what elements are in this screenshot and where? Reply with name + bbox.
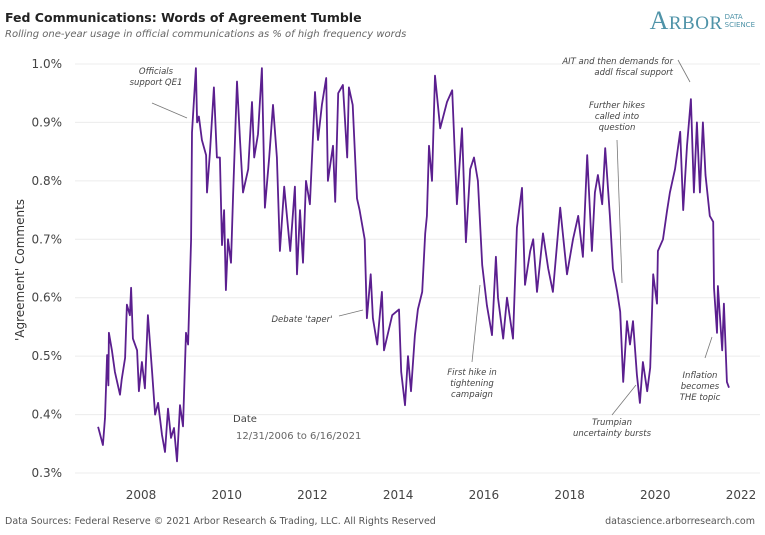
annotation-taper: Debate 'taper' [271,315,333,325]
annotation-trumpian: Trumpian uncertainty bursts [573,418,651,439]
y-axis-label: 'Agreement' Comments [13,198,27,342]
annotation-qe1: Officials support QE1 [129,67,183,88]
y-tick-label: 0.5% [32,349,63,363]
logo-sub: DATA SCIENCE [724,13,755,29]
y-tick-label: 0.3% [32,466,63,480]
data-source: Data Sources: Federal Reserve © 2021 Arb… [5,516,436,527]
legend-title: Date [233,414,257,425]
annotation-first-hike: First hike in tightening campaign [447,368,497,400]
annotation-further-hikes: Further hikes called into question [589,101,645,133]
annotation-leader-line [338,309,364,317]
chart-title: Fed Communications: Words of Agreement T… [5,10,362,25]
annotation-leader-line [151,102,188,119]
annotation-leader-line [704,336,713,359]
annotation-leader-line [611,384,637,416]
annotation-inflation: Inflation becomes THE topic [679,371,721,403]
arbor-logo: ARBOR DATA SCIENCE [650,6,755,36]
legend-date-range: 12/31/2006 to 6/16/2021 [236,431,362,442]
x-tick-label: 2020 [640,488,671,502]
chart-subtitle: Rolling one-year usage in official commu… [5,29,407,40]
annotation-ait: AIT and then demands for addl fiscal sup… [562,57,673,78]
x-tick-label: 2018 [554,488,585,502]
y-tick-label: 0.9% [32,115,63,129]
logo-text: ARBOR [649,6,723,35]
x-tick-label: 2022 [726,488,757,502]
series-line [97,67,730,463]
x-tick-label: 2014 [383,488,414,502]
x-tick-label: 2016 [469,488,500,502]
y-tick-label: 1.0% [32,57,63,71]
y-tick-label: 0.6% [32,291,63,305]
annotation-leader-line [677,59,691,83]
annotation-leader-line [471,284,481,363]
x-tick-label: 2010 [211,488,242,502]
x-tick-label: 2012 [297,488,328,502]
x-tick-label: 2008 [126,488,157,502]
annotation-leader-line [616,139,623,284]
website-link[interactable]: datascience.arborresearch.com [605,516,755,527]
y-tick-label: 0.8% [32,174,63,188]
y-tick-label: 0.7% [32,232,63,246]
y-tick-label: 0.4% [32,408,63,422]
